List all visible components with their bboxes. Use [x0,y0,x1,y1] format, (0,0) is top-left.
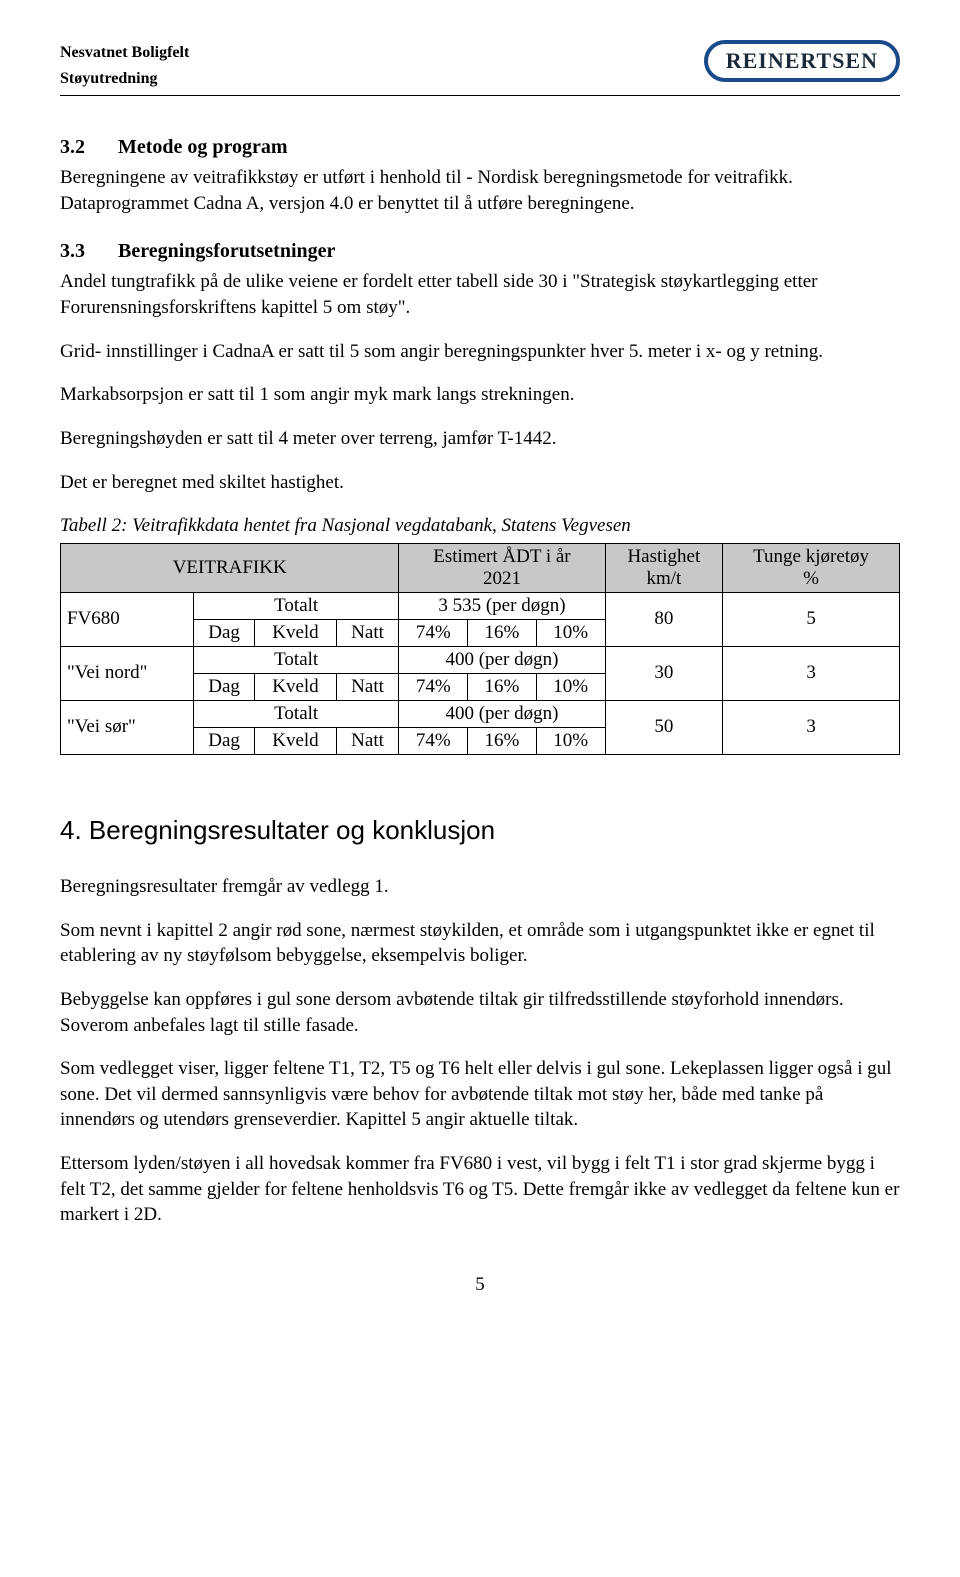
cell-kveld-val: 16% [468,619,537,646]
cell-heavy: 3 [723,646,900,700]
cell-totalt-label: Totalt [194,592,399,619]
doc-title: Nesvatnet Boligfelt [60,40,189,66]
cell-natt-label: Natt [336,673,399,700]
section-3-3-p1: Andel tungtrafikk på de ulike veiene er … [60,269,900,320]
cell-dag-val: 74% [399,727,468,754]
cell-dag-val: 74% [399,673,468,700]
section-3-3-heading: 3.3Beregningsforutsetninger [60,240,900,263]
th-veitrafikk: VEITRAFIKK [61,543,399,592]
table-row: "Vei nord" Totalt 400 (per døgn) 30 3 [61,646,900,673]
section-3-2-p1: Beregningene av veitrafikkstøy er utført… [60,165,900,216]
page-number: 5 [475,1274,485,1296]
company-logo: REINERTSEN [704,40,900,82]
traffic-table: VEITRAFIKK Estimert ÅDT i år 2021 Hastig… [60,543,900,755]
cell-road-name: "Vei sør" [61,700,194,754]
section-4-num: 4. [60,815,82,845]
section-4-title: Beregningsresultater og konklusjon [89,815,495,845]
cell-heavy: 3 [723,700,900,754]
cell-road-name: FV680 [61,592,194,646]
cell-natt-val: 10% [536,619,605,646]
cell-road-name: "Vei nord" [61,646,194,700]
section-4-p3: Bebyggelse kan oppføres i gul sone derso… [60,987,900,1038]
document-page: Nesvatnet Boligfelt Støyutredning REINER… [0,0,960,1326]
section-3-3-p3: Markabsorpsjon er satt til 1 som angir m… [60,382,900,408]
section-3-3-p5: Det er beregnet med skiltet hastighet. [60,470,900,496]
cell-total-value: 3 535 (per døgn) [399,592,605,619]
section-4-p2: Som nevnt i kapittel 2 angir rød sone, n… [60,918,900,969]
section-3-3-num: 3.3 [60,240,118,263]
cell-dag-label: Dag [194,619,255,646]
cell-speed: 80 [605,592,723,646]
cell-kveld-label: Kveld [255,619,336,646]
cell-totalt-label: Totalt [194,646,399,673]
section-4-p5: Ettersom lyden/støyen i all hovedsak kom… [60,1151,900,1228]
cell-totalt-label: Totalt [194,700,399,727]
th-heavy: Tunge kjøretøy % [723,543,900,592]
section-4-p4: Som vedlegget viser, ligger feltene T1, … [60,1056,900,1133]
page-header: Nesvatnet Boligfelt Støyutredning REINER… [60,40,900,96]
cell-speed: 30 [605,646,723,700]
cell-kveld-label: Kveld [255,727,336,754]
section-3-3-p2: Grid- innstillinger i CadnaA er satt til… [60,339,900,365]
section-3-3-title: Beregningsforutsetninger [118,240,335,262]
cell-dag-val: 74% [399,619,468,646]
th-speed: Hastighet km/t [605,543,723,592]
cell-dag-label: Dag [194,673,255,700]
section-4-heading: 4. Beregningsresultater og konklusjon [60,815,900,846]
cell-kveld-val: 16% [468,727,537,754]
section-3-3-p4: Beregningshøyden er satt til 4 meter ove… [60,426,900,452]
cell-total-value: 400 (per døgn) [399,646,605,673]
cell-kveld-label: Kveld [255,673,336,700]
table-row: "Vei sør" Totalt 400 (per døgn) 50 3 [61,700,900,727]
cell-natt-label: Natt [336,619,399,646]
table-2-caption: Tabell 2: Veitrafikkdata hentet fra Nasj… [60,513,900,539]
cell-heavy: 5 [723,592,900,646]
cell-total-value: 400 (per døgn) [399,700,605,727]
cell-kveld-val: 16% [468,673,537,700]
section-3-2-heading: 3.2Metode og program [60,136,900,159]
cell-natt-val: 10% [536,727,605,754]
cell-natt-label: Natt [336,727,399,754]
section-4-p1: Beregningsresultater fremgår av vedlegg … [60,874,900,900]
cell-dag-label: Dag [194,727,255,754]
table-row: FV680 Totalt 3 535 (per døgn) 80 5 [61,592,900,619]
header-left: Nesvatnet Boligfelt Støyutredning [60,40,189,91]
table-header-row: VEITRAFIKK Estimert ÅDT i år 2021 Hastig… [61,543,900,592]
section-3-2-num: 3.2 [60,136,118,159]
cell-natt-val: 10% [536,673,605,700]
cell-speed: 50 [605,700,723,754]
th-adt: Estimert ÅDT i år 2021 [399,543,605,592]
section-3-2-title: Metode og program [118,136,288,158]
doc-subtitle: Støyutredning [60,66,189,92]
